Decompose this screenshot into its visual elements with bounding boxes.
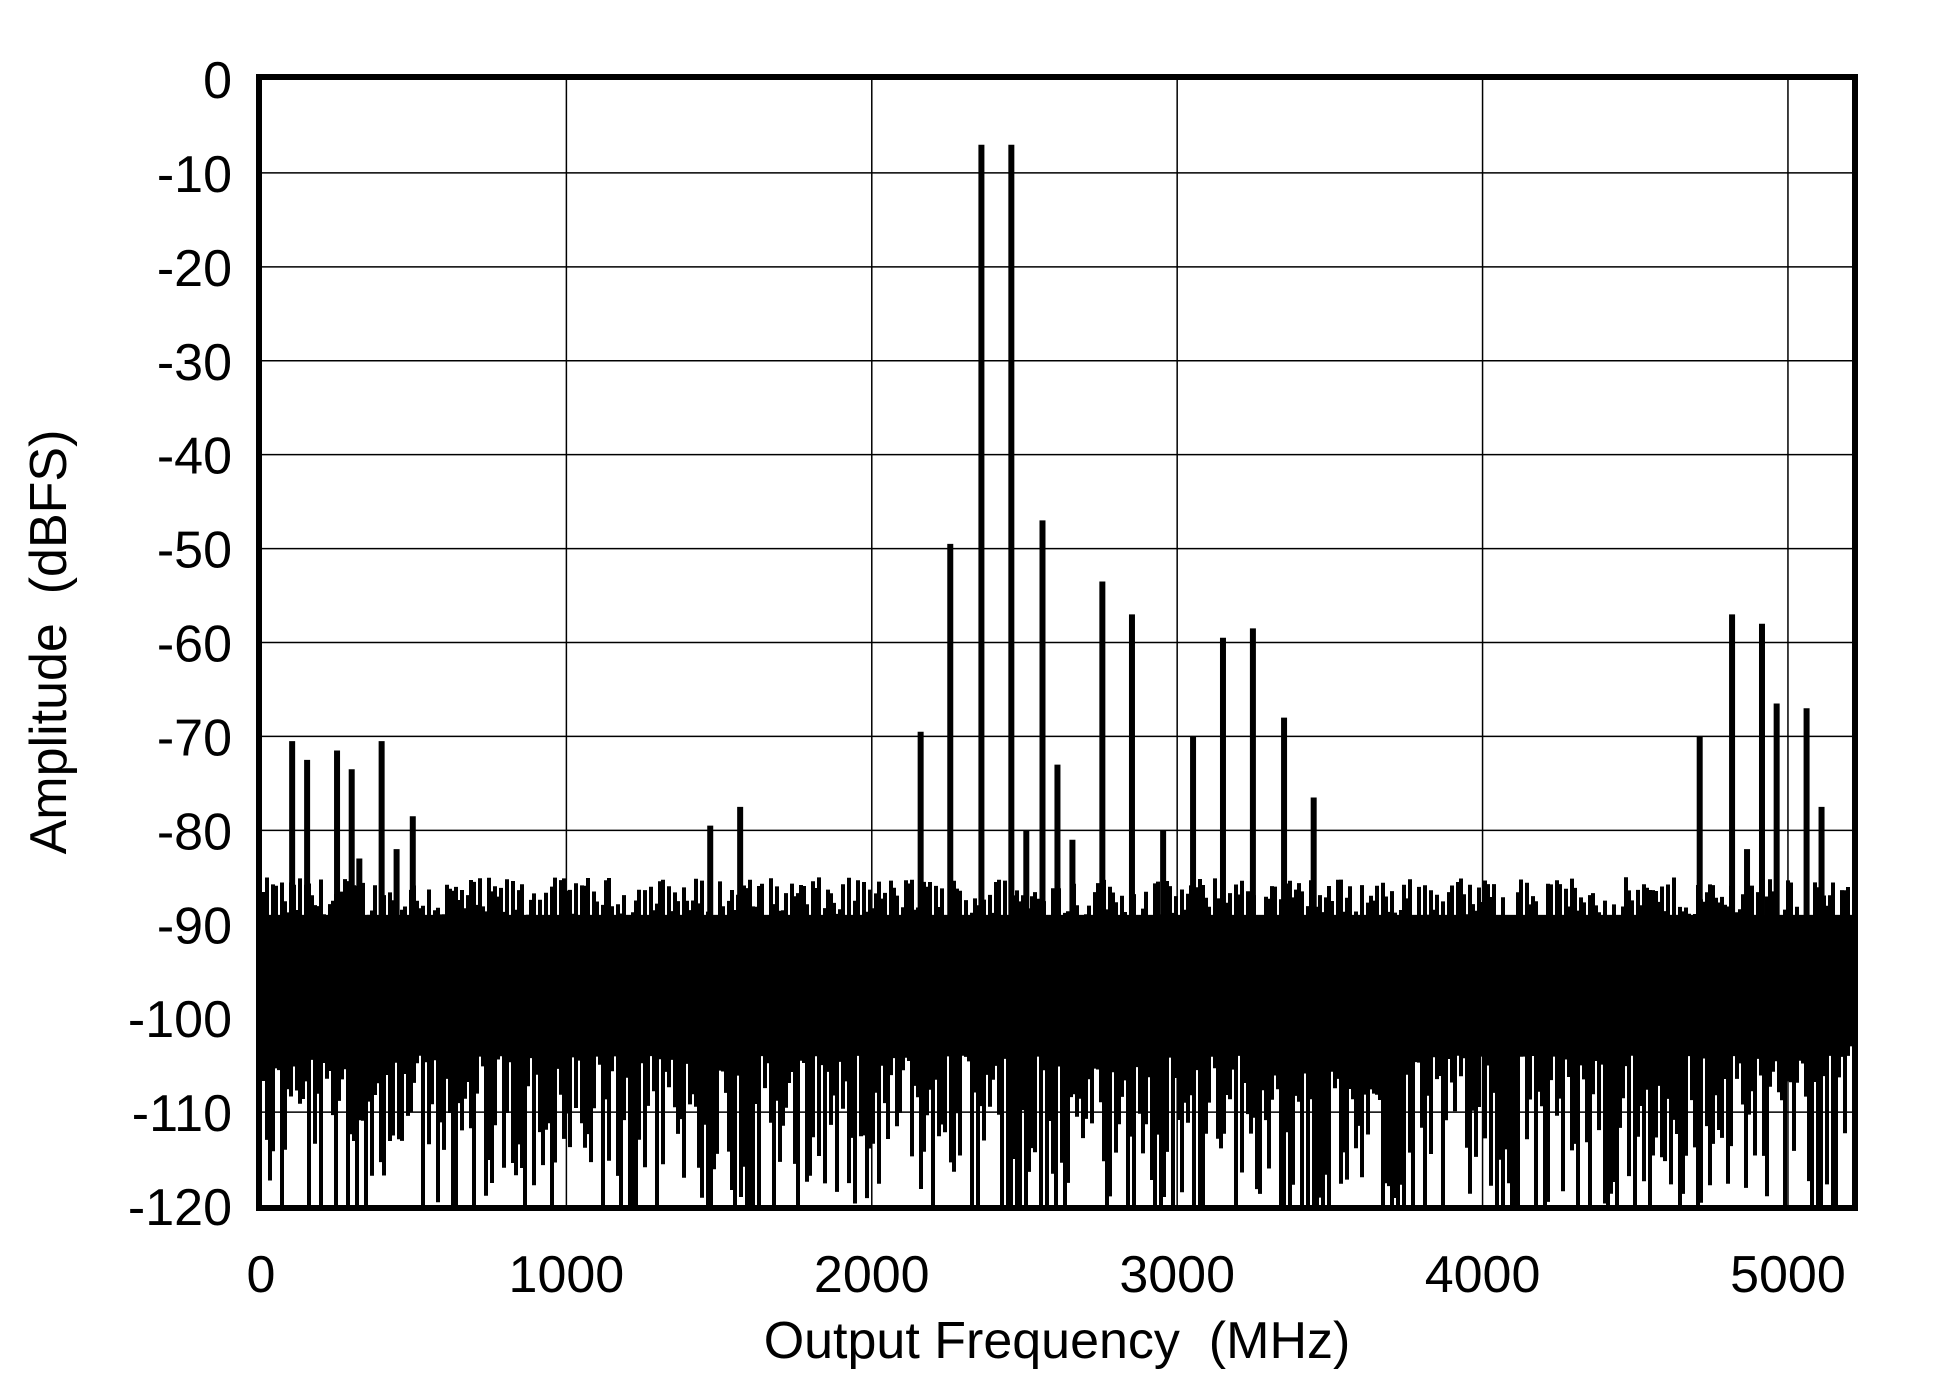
y-tick-label: -100	[128, 991, 232, 1049]
y-tick-label: -60	[157, 616, 232, 674]
x-tick-label: 1000	[509, 1246, 625, 1304]
spur-series	[289, 144, 1825, 972]
y-tick-label: -90	[157, 897, 232, 955]
y-tick-labels: 0 -10 -20 -30 -40 -50 -60 -70 -80 -90 -100 -110 -120	[128, 52, 232, 1237]
x-axis-label: Output Frequency (MHz)	[764, 1312, 1351, 1370]
x-tick-label: 0	[247, 1246, 276, 1304]
y-tick-label: -30	[157, 334, 232, 392]
y-tick-label: -10	[157, 146, 232, 204]
y-tick-label: -20	[157, 240, 232, 298]
y-tick-label: -40	[157, 428, 232, 486]
y-tick-label: -120	[128, 1179, 232, 1237]
x-tick-label: 3000	[1119, 1246, 1235, 1304]
x-tick-label: 4000	[1425, 1246, 1541, 1304]
y-tick-label: 0	[203, 52, 232, 110]
x-tick-labels: 0 1000 2000 3000 4000 5000	[247, 1246, 1846, 1304]
y-axis-label: Amplitude (dBFS)	[20, 430, 78, 855]
y-tick-label: -70	[157, 709, 232, 767]
y-tick-label: -110	[132, 1085, 232, 1143]
x-tick-label: 5000	[1730, 1246, 1846, 1304]
y-tick-label: -50	[157, 522, 232, 580]
y-tick-label: -80	[157, 803, 232, 861]
plot-frame	[256, 74, 1858, 1211]
x-tick-label: 2000	[814, 1246, 930, 1304]
